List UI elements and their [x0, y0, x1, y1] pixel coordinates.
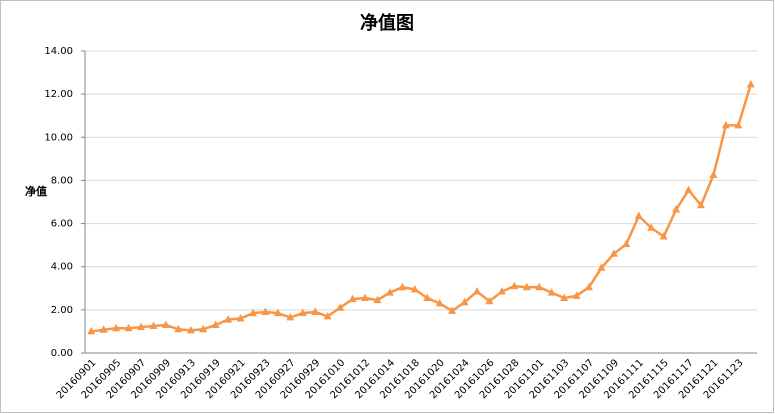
- marker: [410, 284, 419, 293]
- marker: [423, 293, 432, 301]
- marker: [261, 307, 270, 316]
- marker: [298, 308, 307, 317]
- y-axis-label: 净值: [25, 184, 47, 198]
- marker: [311, 307, 320, 316]
- marker: [697, 200, 705, 209]
- y-tick-label: 12.00: [44, 89, 73, 100]
- marker: [585, 282, 593, 291]
- marker: [373, 295, 382, 304]
- y-tick-label: 10.00: [44, 132, 73, 143]
- marker: [560, 293, 569, 301]
- marker: [385, 288, 394, 296]
- marker: [572, 291, 581, 299]
- marker: [161, 320, 170, 328]
- marker: [510, 281, 519, 290]
- y-tick-label: 2.00: [51, 305, 73, 316]
- marker: [609, 249, 618, 257]
- marker: [672, 205, 681, 213]
- marker: [137, 322, 145, 331]
- y-tick-label: 0.00: [51, 348, 73, 359]
- marker: [286, 312, 295, 321]
- y-tick-label: 8.00: [51, 175, 73, 186]
- marker: [149, 321, 158, 330]
- marker: [721, 120, 730, 129]
- marker: [124, 323, 133, 332]
- marker: [211, 320, 220, 328]
- marker: [622, 239, 631, 248]
- marker: [87, 326, 96, 335]
- marker: [112, 323, 121, 332]
- marker: [485, 296, 494, 305]
- marker: [460, 297, 469, 306]
- y-tick-label: 6.00: [51, 219, 73, 230]
- marker: [224, 315, 233, 323]
- marker: [99, 325, 108, 333]
- chart-title: 净值图: [360, 12, 414, 34]
- marker: [199, 324, 208, 333]
- marker: [435, 298, 444, 307]
- marker: [398, 282, 407, 291]
- marker: [186, 325, 195, 334]
- marker: [336, 303, 345, 311]
- marker: [497, 287, 506, 295]
- marker: [746, 79, 755, 88]
- marker: [361, 293, 369, 301]
- marker: [734, 120, 743, 129]
- marker: [522, 282, 531, 291]
- y-tick-label: 14.00: [44, 46, 73, 57]
- marker: [535, 282, 544, 291]
- marker: [273, 308, 282, 317]
- marker: [236, 313, 245, 322]
- marker: [659, 232, 668, 240]
- marker: [448, 306, 457, 314]
- marker: [323, 311, 332, 320]
- marker: [473, 287, 481, 295]
- marker: [684, 185, 693, 194]
- y-tick-label: 4.00: [51, 262, 73, 273]
- marker: [647, 223, 656, 231]
- marker: [709, 170, 718, 179]
- marker: [348, 294, 357, 303]
- marker: [547, 288, 556, 296]
- marker: [249, 308, 257, 317]
- marker: [597, 263, 606, 271]
- marker: [174, 324, 183, 333]
- marker: [634, 211, 643, 220]
